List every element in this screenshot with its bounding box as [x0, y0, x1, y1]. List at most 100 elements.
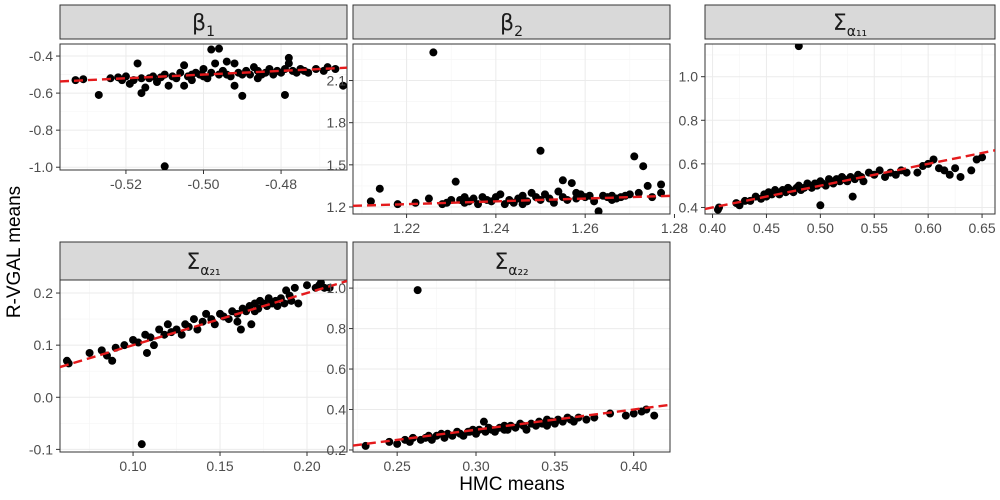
facet-title: Σα₂₁ — [186, 250, 220, 279]
data-point — [496, 190, 505, 199]
facet-panel-sigma11: Σα₁₁ 0.40 0.45 0.50 0.55 0.60 0.65 0.4 0.6 0.8 1.0 — [679, 4, 996, 236]
data-point — [902, 168, 911, 177]
data-point — [331, 65, 340, 74]
y-tick-label: 0.1 — [34, 337, 54, 353]
data-point — [929, 155, 938, 164]
data-point — [558, 176, 567, 185]
data-point — [859, 177, 868, 186]
data-point — [413, 286, 422, 295]
y-tick-label: -0.1 — [29, 441, 53, 457]
points-group — [353, 48, 670, 214]
identity-reference-line — [60, 280, 347, 369]
facet-strip — [352, 4, 671, 40]
data-point — [629, 409, 638, 418]
plot-area — [59, 279, 348, 453]
data-point — [142, 348, 151, 357]
data-point — [582, 415, 591, 424]
data-point — [794, 44, 803, 51]
data-point — [451, 177, 460, 186]
panel-border — [59, 43, 348, 171]
data-point — [79, 75, 88, 84]
x-tick-label: 0.25 — [384, 458, 411, 474]
data-point — [233, 317, 242, 326]
identity-reference-line — [60, 66, 347, 83]
data-point — [177, 330, 186, 339]
y-tick-label: 0.0 — [34, 389, 54, 405]
data-point — [630, 152, 639, 161]
data-point — [522, 425, 531, 434]
data-point — [634, 188, 643, 197]
data-point — [247, 320, 256, 329]
facet-strip — [59, 4, 348, 40]
data-point — [290, 283, 299, 292]
points-group — [60, 280, 347, 449]
data-point — [821, 181, 830, 190]
data-point — [657, 180, 666, 189]
y-tick-label: -0.6 — [29, 85, 53, 101]
data-point — [500, 425, 509, 434]
data-point — [518, 191, 527, 200]
data-point — [230, 81, 239, 90]
data-point — [207, 45, 216, 54]
data-point — [424, 194, 433, 203]
x-tick-label: 0.10 — [119, 458, 146, 474]
data-point — [323, 63, 332, 72]
data-point — [302, 281, 311, 290]
x-tick-label: 0.55 — [861, 220, 888, 236]
data-point — [222, 57, 231, 66]
data-point — [133, 59, 142, 68]
facet-strip — [59, 241, 348, 281]
data-point — [913, 168, 922, 177]
data-point — [643, 181, 652, 190]
x-tick-label: -0.50 — [188, 176, 220, 192]
data-point — [554, 187, 563, 196]
facet-title: β2 — [500, 11, 523, 40]
panel-border — [352, 279, 671, 453]
facet-title: Σα₂₂ — [494, 250, 528, 279]
data-point — [891, 170, 900, 179]
facet-panel-sigma22: Σα₂₂ 0.25 0.30 0.35 0.40 0.2 0.4 0.6 0.8 1.0 — [327, 241, 671, 474]
data-point — [460, 193, 469, 202]
points-group — [705, 44, 995, 214]
data-point — [215, 44, 224, 53]
data-point — [160, 162, 169, 170]
data-point — [137, 440, 146, 449]
plot-area — [704, 43, 996, 215]
data-point — [85, 348, 94, 357]
x-tick-label: -0.52 — [110, 176, 142, 192]
identity-reference-line — [353, 403, 670, 447]
data-point — [189, 315, 198, 324]
data-point — [542, 421, 551, 430]
data-point — [978, 153, 987, 162]
x-tick-label: 0.40 — [620, 458, 647, 474]
y-tick-label: -0.4 — [29, 48, 53, 64]
x-tick-label: 0.50 — [807, 220, 834, 236]
data-point — [149, 341, 158, 350]
facet-strip — [352, 241, 671, 281]
data-point — [108, 356, 117, 365]
data-point — [120, 341, 129, 350]
x-tick-label: 0.65 — [968, 220, 995, 236]
data-point — [137, 74, 146, 83]
y-tick-label: 0.6 — [327, 361, 347, 377]
data-point — [164, 81, 173, 90]
data-point — [650, 411, 659, 420]
y-tick-label: 0.6 — [679, 156, 699, 172]
data-point — [940, 166, 949, 175]
data-point — [236, 325, 245, 334]
x-tick-label: 1.28 — [661, 220, 688, 236]
data-point — [375, 184, 384, 193]
data-point — [134, 338, 143, 347]
x-tick-label: 0.40 — [699, 220, 726, 236]
data-point — [284, 53, 293, 62]
facet-title: Σα₁₁ — [833, 11, 867, 40]
x-tick-label: 1.26 — [572, 220, 599, 236]
data-point — [366, 197, 375, 206]
data-point — [230, 59, 239, 68]
panel-border — [352, 43, 671, 215]
data-point — [639, 162, 648, 171]
data-point — [187, 76, 196, 85]
data-point — [594, 207, 603, 214]
data-point — [945, 170, 954, 179]
